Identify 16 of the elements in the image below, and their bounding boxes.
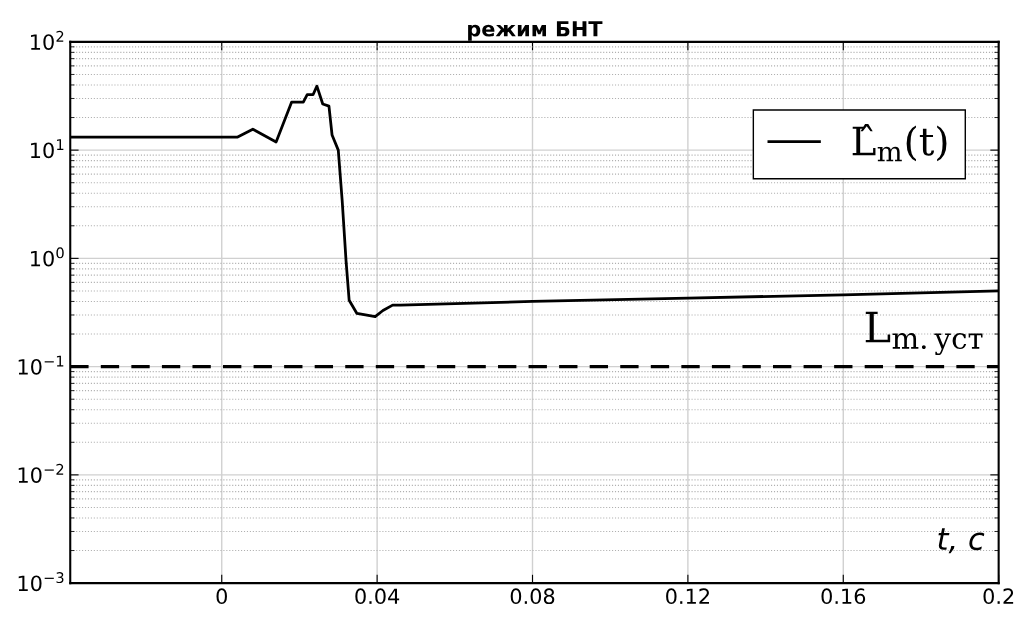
x-tick-label: 0.2 (983, 588, 1014, 605)
x-tick-label: 0.04 (355, 588, 400, 605)
x-tick-label: 0.12 (666, 588, 709, 605)
x-tick-label: 0.16 (821, 588, 866, 605)
x-tick-label: 0 (216, 588, 227, 605)
legend-label: L̂$_{m}$(t) (852, 124, 947, 162)
x-axis-title: t, c (938, 528, 985, 554)
y-tick-label: 10$^{−1}$ (18, 355, 64, 375)
y-tick-label: 10$^{−3}$ (18, 572, 64, 592)
y-tick-label: 10$^{1}$ (31, 139, 64, 159)
y-tick-label: 10$^{2}$ (31, 30, 64, 50)
y-tick-label: 10$^{−2}$ (18, 463, 64, 483)
chart-title: режим БНТ (468, 21, 603, 41)
x-tick-label: 0.08 (510, 588, 555, 605)
ref-line-label: L$_{m.уст}$ (865, 311, 983, 356)
y-tick-label: 10$^{0}$ (31, 247, 64, 267)
